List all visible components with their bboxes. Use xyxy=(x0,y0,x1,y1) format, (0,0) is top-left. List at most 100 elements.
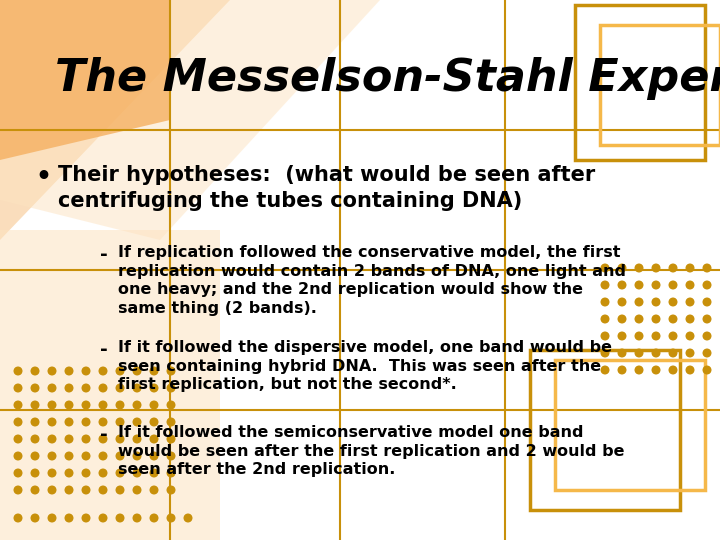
Circle shape xyxy=(167,435,175,443)
Circle shape xyxy=(99,514,107,522)
Circle shape xyxy=(48,384,56,392)
Circle shape xyxy=(66,418,73,426)
Circle shape xyxy=(652,332,660,340)
Circle shape xyxy=(48,367,56,375)
Polygon shape xyxy=(0,0,230,240)
Circle shape xyxy=(686,281,694,289)
Circle shape xyxy=(14,469,22,477)
Circle shape xyxy=(703,281,711,289)
Circle shape xyxy=(133,514,141,522)
Circle shape xyxy=(48,418,56,426)
Circle shape xyxy=(14,435,22,443)
Circle shape xyxy=(167,469,175,477)
Circle shape xyxy=(686,366,694,374)
Circle shape xyxy=(99,452,107,460)
Circle shape xyxy=(703,298,711,306)
Circle shape xyxy=(14,401,22,409)
Circle shape xyxy=(703,332,711,340)
Circle shape xyxy=(167,486,175,494)
Circle shape xyxy=(652,281,660,289)
Circle shape xyxy=(31,435,39,443)
Circle shape xyxy=(133,367,141,375)
Circle shape xyxy=(133,435,141,443)
Circle shape xyxy=(635,315,643,323)
Circle shape xyxy=(66,469,73,477)
Circle shape xyxy=(618,315,626,323)
Text: If it followed the dispersive model, one band would be
seen containing hybrid DN: If it followed the dispersive model, one… xyxy=(118,340,612,392)
Circle shape xyxy=(99,401,107,409)
Circle shape xyxy=(703,315,711,323)
Circle shape xyxy=(82,435,90,443)
Circle shape xyxy=(82,514,90,522)
Circle shape xyxy=(167,367,175,375)
Circle shape xyxy=(635,281,643,289)
Circle shape xyxy=(116,384,124,392)
Circle shape xyxy=(133,384,141,392)
Circle shape xyxy=(66,435,73,443)
Text: •: • xyxy=(35,165,51,189)
Circle shape xyxy=(14,418,22,426)
Circle shape xyxy=(14,367,22,375)
Polygon shape xyxy=(0,0,170,160)
Circle shape xyxy=(635,366,643,374)
Circle shape xyxy=(618,349,626,357)
Text: Their hypotheses:  (what would be seen after
centrifuging the tubes containing D: Their hypotheses: (what would be seen af… xyxy=(58,165,595,211)
Circle shape xyxy=(669,366,677,374)
Circle shape xyxy=(31,514,39,522)
Circle shape xyxy=(703,349,711,357)
Circle shape xyxy=(66,452,73,460)
Text: -: - xyxy=(100,340,108,359)
Circle shape xyxy=(66,401,73,409)
Circle shape xyxy=(48,469,56,477)
Circle shape xyxy=(133,469,141,477)
Circle shape xyxy=(82,469,90,477)
Circle shape xyxy=(99,435,107,443)
Circle shape xyxy=(31,452,39,460)
Circle shape xyxy=(116,514,124,522)
Circle shape xyxy=(150,452,158,460)
Text: -: - xyxy=(100,425,108,444)
Circle shape xyxy=(652,349,660,357)
Circle shape xyxy=(48,401,56,409)
Circle shape xyxy=(48,486,56,494)
Circle shape xyxy=(635,349,643,357)
Circle shape xyxy=(686,349,694,357)
Circle shape xyxy=(652,366,660,374)
Circle shape xyxy=(82,452,90,460)
Circle shape xyxy=(686,315,694,323)
Circle shape xyxy=(99,486,107,494)
Circle shape xyxy=(99,418,107,426)
Circle shape xyxy=(48,452,56,460)
Circle shape xyxy=(116,469,124,477)
Circle shape xyxy=(133,401,141,409)
Circle shape xyxy=(99,384,107,392)
Text: The Messelson-Stahl Experiment: The Messelson-Stahl Experiment xyxy=(55,57,720,99)
Text: If it followed the semiconservative model one band
would be seen after the first: If it followed the semiconservative mode… xyxy=(118,425,624,477)
Circle shape xyxy=(618,298,626,306)
Circle shape xyxy=(686,264,694,272)
Circle shape xyxy=(133,452,141,460)
Circle shape xyxy=(184,514,192,522)
Circle shape xyxy=(652,298,660,306)
Circle shape xyxy=(601,366,609,374)
Bar xyxy=(575,5,705,160)
Circle shape xyxy=(150,401,158,409)
Circle shape xyxy=(116,418,124,426)
Circle shape xyxy=(66,367,73,375)
Circle shape xyxy=(618,264,626,272)
Circle shape xyxy=(133,486,141,494)
Circle shape xyxy=(150,514,158,522)
Circle shape xyxy=(14,384,22,392)
Circle shape xyxy=(66,514,73,522)
Circle shape xyxy=(150,418,158,426)
Circle shape xyxy=(99,367,107,375)
Circle shape xyxy=(14,452,22,460)
Circle shape xyxy=(601,332,609,340)
Circle shape xyxy=(150,469,158,477)
Circle shape xyxy=(31,469,39,477)
Circle shape xyxy=(669,315,677,323)
Circle shape xyxy=(66,384,73,392)
Circle shape xyxy=(116,401,124,409)
Circle shape xyxy=(652,264,660,272)
Circle shape xyxy=(116,486,124,494)
